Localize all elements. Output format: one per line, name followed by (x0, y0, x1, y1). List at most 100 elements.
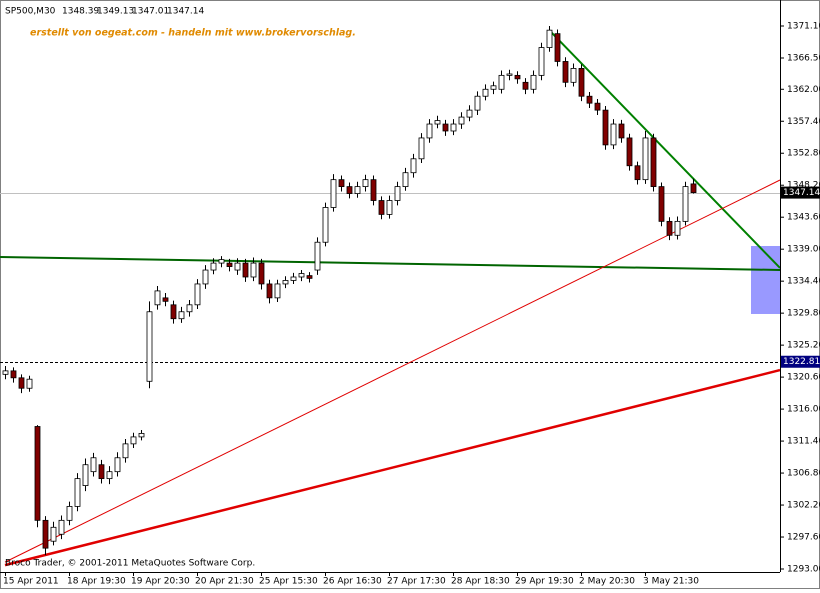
price-box (781, 355, 820, 368)
y-tick-label: 1334.40 (787, 277, 820, 287)
candle-body (506, 73, 513, 76)
candle-body (546, 29, 553, 48)
x-tick-label: 18 Apr 19:30 (67, 577, 126, 587)
candle-body (442, 123, 449, 132)
candle-body (410, 158, 417, 174)
candle-body (490, 85, 497, 90)
x-tick-label: 28 Apr 18:30 (451, 577, 510, 587)
candle-body (362, 179, 369, 188)
y-tick-label: 1306.80 (787, 469, 820, 479)
y-tick-label: 1371.10 (787, 22, 820, 32)
price-box (781, 186, 820, 199)
candle-body (610, 123, 617, 146)
candle-body (594, 102, 601, 111)
candle-body (26, 378, 33, 389)
candle-body (538, 47, 545, 76)
candle-body (322, 207, 329, 243)
candle-body (642, 137, 649, 181)
candle-body (106, 471, 113, 480)
candle-body (378, 200, 385, 215)
x-tick-label: 3 May 21:30 (643, 577, 699, 587)
candle-body (170, 304, 177, 320)
header-open: 1348.39 (62, 7, 99, 17)
candle-body (10, 370, 17, 379)
y-tick-label: 1366.50 (787, 53, 820, 63)
candle-body (250, 262, 257, 278)
candle-body (162, 297, 169, 302)
candle-body (586, 95, 593, 104)
candle-body (138, 433, 145, 438)
candle-body (426, 123, 433, 139)
candle-body (122, 443, 129, 459)
candle-body (386, 200, 393, 215)
candle-body (42, 519, 49, 549)
candle-body (18, 377, 25, 389)
y-tick-label: 1302.20 (787, 501, 820, 511)
candle-body (154, 290, 161, 306)
candle-body (178, 311, 185, 320)
candle-body (346, 186, 353, 194)
candle-body (282, 280, 289, 285)
candle-body (674, 220, 681, 236)
candle-body (306, 275, 313, 279)
y-tick-label: 1343.60 (787, 213, 820, 223)
candle-body (210, 262, 217, 271)
candle-body (266, 283, 273, 299)
candle-body (258, 262, 265, 285)
candle-body (50, 526, 57, 542)
trendline (4, 179, 781, 563)
candle-body (634, 165, 641, 181)
candle-body (298, 273, 305, 278)
candle-body (562, 61, 569, 83)
copyright: Broco Trader, © 2001-2011 MetaQuotes Sof… (5, 559, 255, 569)
candle-body (314, 241, 321, 271)
candle-body (402, 172, 409, 188)
candle-body (514, 74, 521, 80)
candle-body (370, 179, 377, 201)
candle-body (218, 259, 225, 264)
candle-body (682, 186, 689, 222)
candle-body (330, 179, 337, 208)
candle-body (242, 262, 249, 278)
candle-body (554, 33, 561, 62)
y-tick-label: 1329.80 (787, 309, 820, 319)
candle-body (498, 74, 505, 90)
header-close: 1347.14 (167, 7, 204, 17)
candle-body (338, 179, 345, 188)
candle-body (98, 464, 105, 480)
candle-body (530, 74, 537, 90)
candle-body (666, 220, 673, 236)
header-low: 1347.01 (132, 7, 169, 17)
candle-body (290, 276, 297, 281)
candle-body (482, 88, 489, 97)
candle-body (234, 262, 241, 271)
y-tick-label: 1339.00 (787, 245, 820, 255)
y-tick-label: 1348.20 (787, 181, 820, 191)
x-tick-label: 25 Apr 15:30 (259, 577, 318, 587)
candle-body (66, 506, 73, 521)
candle-body (570, 68, 577, 83)
candle-body (690, 183, 697, 193)
header-high: 1349.13 (97, 7, 134, 17)
y-tick-label: 1316.00 (787, 405, 820, 415)
candle-body (146, 311, 153, 382)
candle-body (474, 95, 481, 111)
candle-body (2, 370, 9, 375)
x-tick-label: 15 Apr 2011 (3, 577, 59, 587)
candle-body (658, 186, 665, 222)
watermark: erstellt von oegeat.com - handeln mit ww… (30, 28, 356, 39)
candle-body (74, 478, 81, 507)
x-tick-label: 29 Apr 19:30 (515, 577, 574, 587)
candle-body (650, 137, 657, 188)
trendline (0, 255, 781, 271)
candle-body (58, 519, 65, 535)
candle-body (186, 304, 193, 313)
candle-body (394, 186, 401, 201)
trendline (4, 368, 781, 567)
candle-body (34, 426, 41, 521)
price-box-label: 1347.14 (783, 188, 820, 198)
y-tick-label: 1352.80 (787, 149, 820, 159)
symbol: SP500,M30 (5, 7, 56, 17)
